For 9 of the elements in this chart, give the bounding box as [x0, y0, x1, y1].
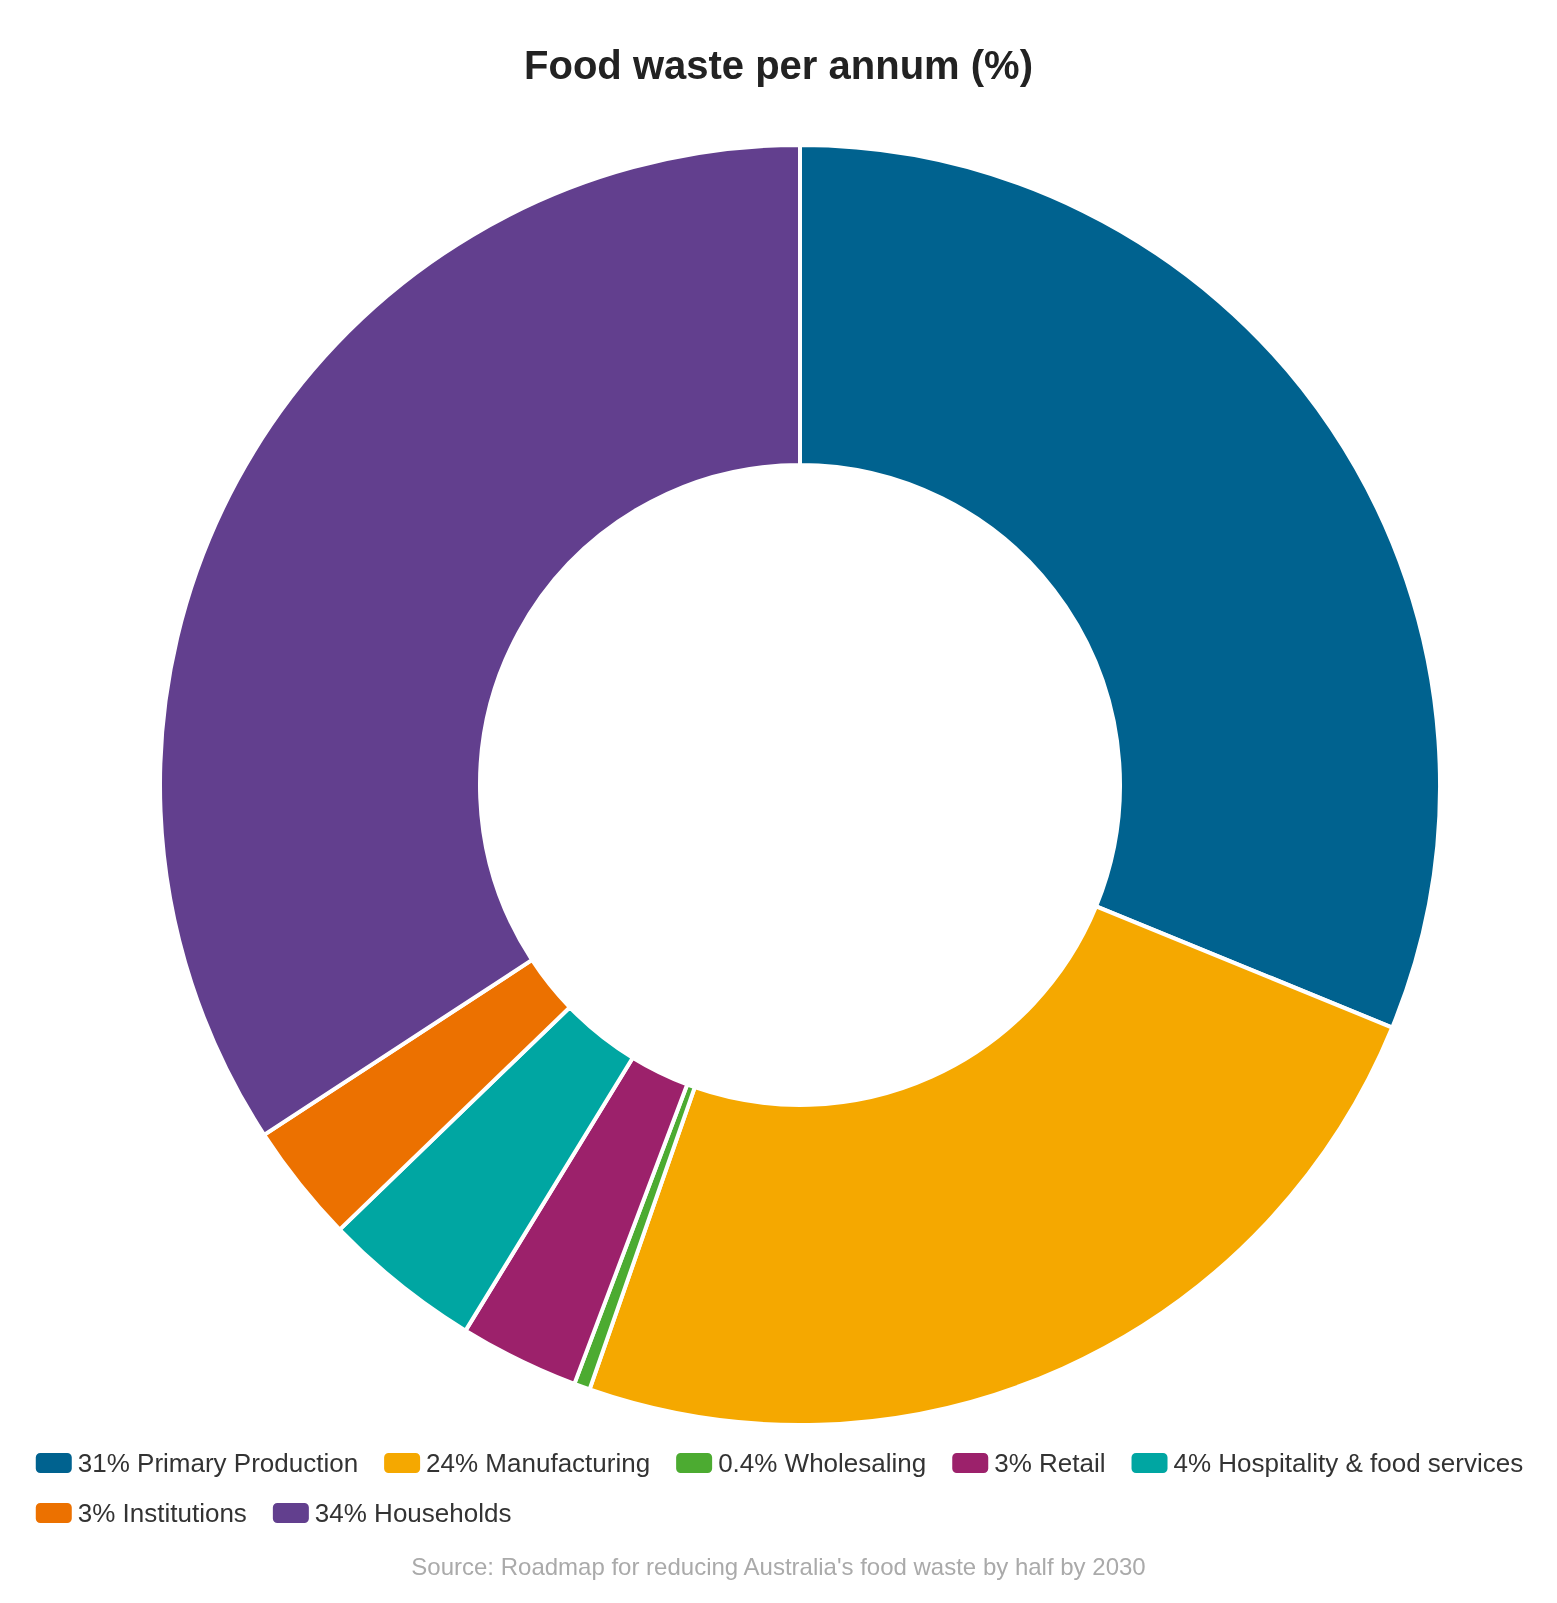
legend-label: 24% Manufacturing [426, 1448, 651, 1478]
legend-label: 4% Hospitality & food services [1173, 1448, 1524, 1478]
legend-label: 31% Primary Production [77, 1448, 359, 1478]
legend-label: 34% Households [314, 1498, 512, 1528]
chart-title: Food waste per annum (%) [524, 43, 1033, 87]
legend-label: 3% Institutions [77, 1498, 247, 1528]
legend-label: 0.4% Wholesaling [718, 1448, 927, 1478]
source-note: Source: Roadmap for reducing Australia's food waste by half by 2030 [411, 1552, 1146, 1580]
legend-label: 3% Retail [994, 1448, 1106, 1478]
